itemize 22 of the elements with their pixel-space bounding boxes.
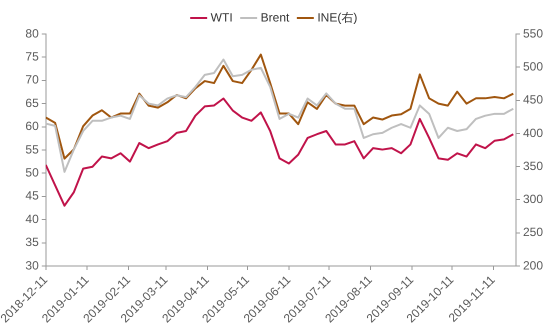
legend-label: WTI bbox=[210, 10, 233, 24]
y-tick-label: 30 bbox=[25, 258, 40, 272]
y2-tick-label: 200 bbox=[522, 258, 544, 272]
y-tick-label: 50 bbox=[25, 166, 40, 180]
y2-tick-label: 300 bbox=[522, 192, 544, 206]
y2-tick-label: 500 bbox=[522, 59, 544, 74]
y-tick-label: 35 bbox=[25, 235, 40, 250]
y2-tick-label: 250 bbox=[522, 225, 544, 240]
y2-tick-label: 550 bbox=[522, 26, 544, 40]
y-tick-label: 70 bbox=[25, 72, 40, 87]
y-tick-label: 40 bbox=[25, 212, 40, 226]
y2-tick-label: 400 bbox=[522, 126, 544, 140]
y-tick-label: 65 bbox=[25, 96, 40, 110]
y-tick-label: 80 bbox=[25, 26, 40, 40]
y-tick-label: 45 bbox=[25, 188, 40, 203]
y2-tick-label: 450 bbox=[522, 92, 544, 107]
y-tick-label: 55 bbox=[25, 142, 40, 156]
legend-label: INE(右) bbox=[317, 10, 358, 24]
y-tick-label: 60 bbox=[25, 119, 40, 134]
y2-tick-label: 350 bbox=[522, 158, 544, 173]
legend-label: Brent bbox=[260, 10, 290, 24]
y-tick-label: 75 bbox=[25, 50, 40, 64]
